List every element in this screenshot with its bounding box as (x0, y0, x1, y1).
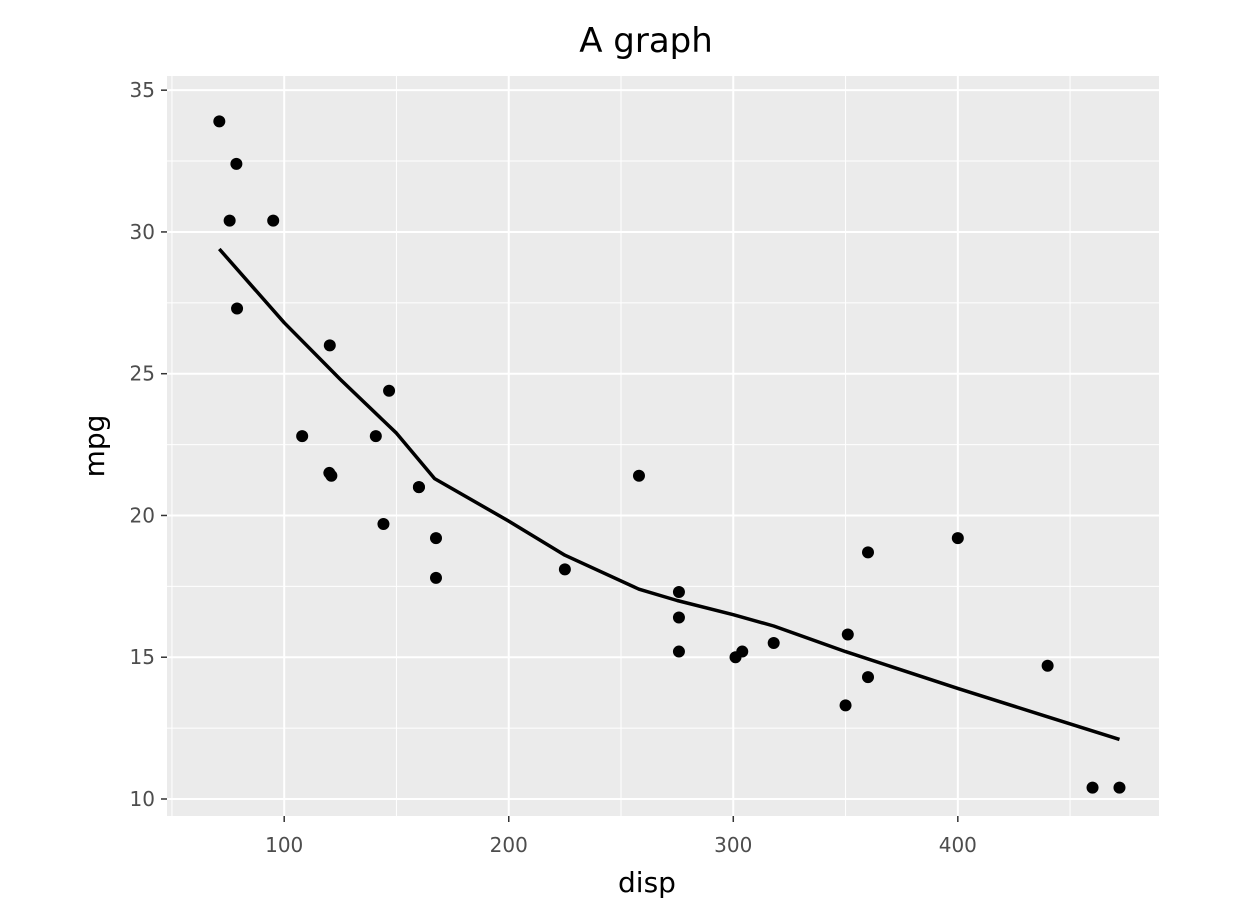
data-point (672, 611, 685, 624)
data-points-group (213, 115, 1126, 794)
data-point (383, 384, 396, 397)
x-tick-label: 300 (714, 833, 752, 857)
data-point (231, 302, 244, 315)
x-axis-ticks: 100 200 300 400 (265, 816, 977, 857)
data-point (632, 469, 645, 482)
data-point (325, 469, 338, 482)
x-axis-title: disp (618, 866, 676, 899)
x-tick-label: 100 (265, 833, 303, 857)
data-point (369, 430, 382, 443)
y-tick-label: 20 (130, 503, 155, 527)
data-point (558, 563, 571, 576)
data-point (1041, 659, 1054, 672)
trend-line-group (217, 247, 1121, 742)
minor-gridlines (167, 76, 1159, 816)
trend-line (217, 247, 1121, 742)
y-tick-label: 25 (130, 362, 155, 386)
x-tick-label: 200 (490, 833, 528, 857)
data-point (230, 157, 243, 170)
data-point (1113, 781, 1126, 794)
data-point (296, 430, 309, 443)
plot-panel (167, 76, 1159, 816)
y-tick-label: 35 (130, 78, 155, 102)
data-point (412, 481, 425, 494)
data-point (267, 214, 280, 227)
data-point (213, 115, 226, 128)
y-tick-label: 10 (130, 787, 155, 811)
y-axis-title: mpg (78, 415, 111, 478)
data-point (429, 532, 442, 545)
data-point (323, 339, 336, 352)
chart-title: A graph (579, 21, 713, 61)
y-tick-label: 15 (130, 645, 155, 669)
y-axis-ticks: 10 15 20 25 30 35 (130, 78, 167, 811)
data-point (862, 546, 875, 559)
data-point (862, 671, 875, 684)
data-point (767, 637, 780, 650)
data-point (736, 645, 749, 658)
data-point (841, 628, 854, 641)
data-point (672, 586, 685, 599)
data-point (839, 699, 852, 712)
data-point (377, 517, 390, 530)
data-point (1086, 781, 1099, 794)
data-point (429, 571, 442, 584)
x-tick-label: 400 (939, 833, 977, 857)
data-point (223, 214, 236, 227)
data-point (951, 532, 964, 545)
data-point (672, 645, 685, 658)
y-tick-label: 30 (130, 220, 155, 244)
